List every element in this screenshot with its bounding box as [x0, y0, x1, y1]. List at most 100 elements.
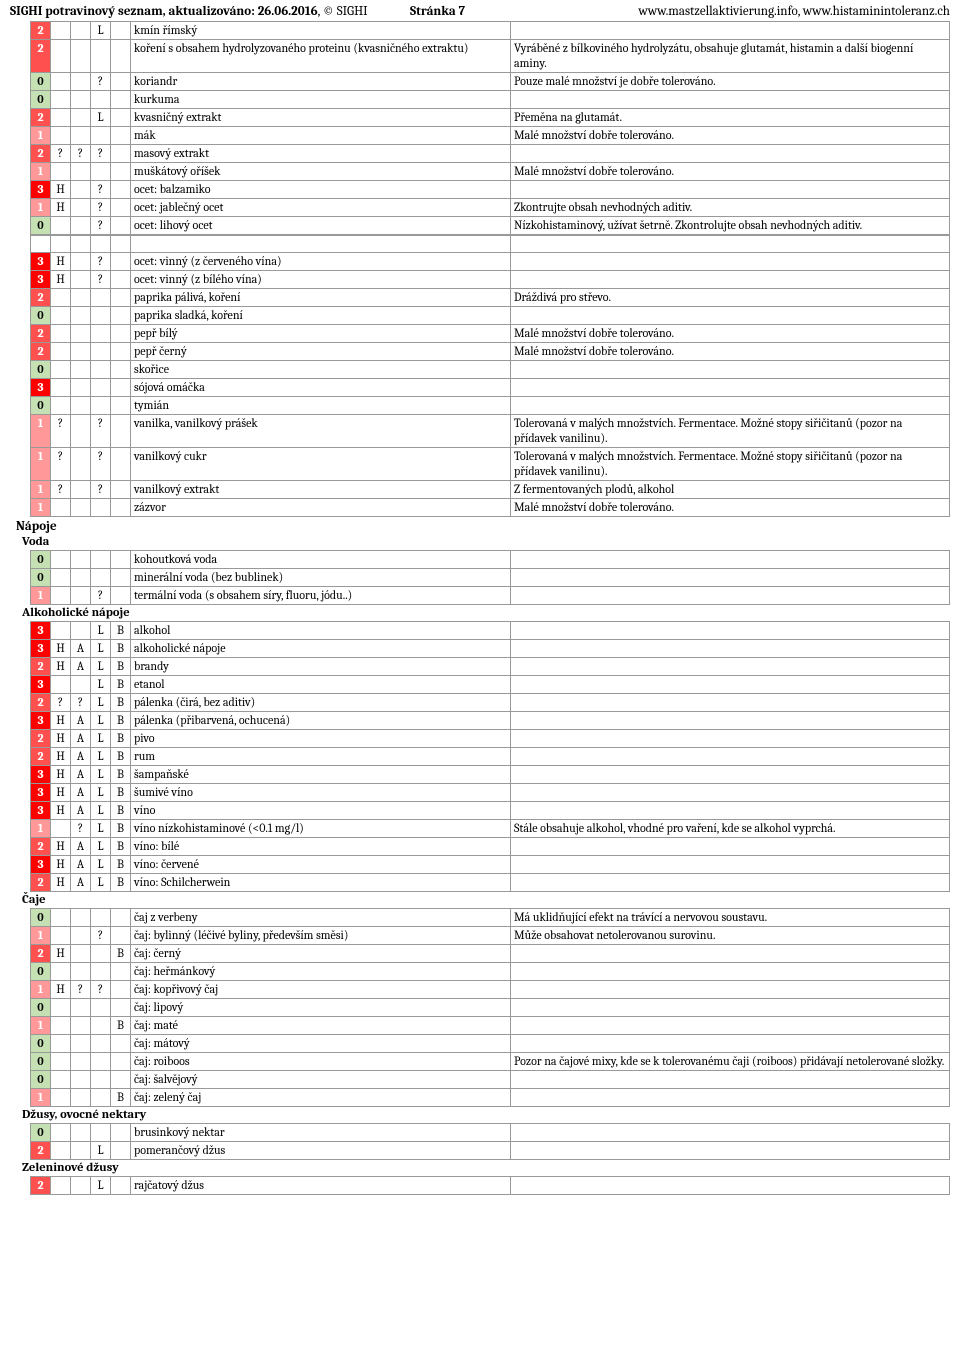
flag-cell	[51, 325, 71, 343]
flag-cell: B	[111, 640, 131, 658]
food-name: víno nízkohistaminové (<0.1 mg/l)	[131, 820, 511, 838]
flag-cell	[51, 1071, 71, 1089]
flag-cell	[71, 1071, 91, 1089]
food-name: čaj: zelený čaj	[131, 1089, 511, 1107]
table-row: 1Bčaj: maté	[31, 1017, 950, 1035]
rating-cell: 0	[31, 999, 51, 1017]
food-name: mák	[131, 127, 511, 145]
flag-cell	[71, 199, 91, 217]
table-row: 0?ocet: lihový ocetNízkohistaminový, uží…	[31, 217, 950, 235]
rating-cell: 0	[31, 1071, 51, 1089]
food-name: rajčatový džus	[131, 1177, 511, 1195]
food-note	[511, 361, 950, 379]
food-note: Dráždivá pro střevo.	[511, 289, 950, 307]
rating-cell: 2	[31, 694, 51, 712]
food-note	[511, 802, 950, 820]
table-row: 2paprika pálivá, kořeníDráždivá pro stře…	[31, 289, 950, 307]
flag-cell	[51, 676, 71, 694]
food-note	[511, 253, 950, 271]
food-note	[511, 587, 950, 605]
rating-cell: 1	[31, 587, 51, 605]
food-name: tymián	[131, 397, 511, 415]
table-row: 1zázvorMalé množství dobře tolerováno.	[31, 499, 950, 517]
food-note	[511, 676, 950, 694]
rating-cell: 0	[31, 909, 51, 927]
flag-cell	[71, 271, 91, 289]
table-row: 1??vanilkový extraktZ fermentovaných plo…	[31, 481, 950, 499]
food-name: termální voda (s obsahem síry, fluoru, j…	[131, 587, 511, 605]
rating-cell: 2	[31, 945, 51, 963]
food-name: minerální voda (bez bublinek)	[131, 569, 511, 587]
food-note: Z fermentovaných plodů, alkohol	[511, 481, 950, 499]
rating-cell: 2	[31, 325, 51, 343]
food-note: Vyráběné z bílkoviného hydrolyzátu, obsa…	[511, 40, 950, 73]
food-note	[511, 694, 950, 712]
rating-cell: 3	[31, 379, 51, 397]
food-note	[511, 981, 950, 999]
table-row: 3H?ocet: vinný (z bílého vína)	[31, 271, 950, 289]
flag-cell	[51, 999, 71, 1017]
rating-cell: 1	[31, 1089, 51, 1107]
table-row: 0brusinkový nektar	[31, 1124, 950, 1142]
rating-cell: 3	[31, 181, 51, 199]
flag-cell	[51, 1142, 71, 1160]
flag-cell: B	[111, 1017, 131, 1035]
flag-cell: ?	[91, 481, 111, 499]
flag-cell	[111, 22, 131, 40]
food-note: Tolerovaná v malých množstvích. Fermenta…	[511, 448, 950, 481]
flag-cell	[71, 73, 91, 91]
food-note	[511, 838, 950, 856]
food-note	[511, 307, 950, 325]
flag-cell	[111, 448, 131, 481]
rating-cell: 2	[31, 1177, 51, 1195]
food-table: 2Lkmín římský2koření s obsahem hydrolyzo…	[30, 21, 950, 235]
flag-cell	[71, 1089, 91, 1107]
food-name: čaj: mátový	[131, 1035, 511, 1053]
flag-cell: B	[111, 1089, 131, 1107]
flag-cell: A	[71, 856, 91, 874]
table-row: 1H?ocet: jablečný ocetZkontrujte obsah n…	[31, 199, 950, 217]
flag-cell: H	[51, 784, 71, 802]
table-row: 0?koriandrPouze malé množství je dobře t…	[31, 73, 950, 91]
flag-cell	[71, 343, 91, 361]
flag-cell	[111, 551, 131, 569]
rating-cell: 3	[31, 640, 51, 658]
header-title-prefix: SIGHI potravinový seznam, aktualizováno:	[10, 4, 258, 19]
food-note	[511, 1124, 950, 1142]
flag-cell: H	[51, 658, 71, 676]
flag-cell	[91, 307, 111, 325]
food-note	[511, 379, 950, 397]
flag-cell	[51, 1035, 71, 1053]
flag-cell	[51, 622, 71, 640]
food-name: zázvor	[131, 499, 511, 517]
food-note: Malé množství dobře tolerováno.	[511, 499, 950, 517]
rating-cell: 1	[31, 163, 51, 181]
food-note: Pozor na čajové mixy, kde se k tolerovan…	[511, 1053, 950, 1071]
food-name: pomerančový džus	[131, 1142, 511, 1160]
food-note: Má uklidňující efekt na trávící a nervov…	[511, 909, 950, 927]
table-row: 0čaj: lipový	[31, 999, 950, 1017]
flag-cell: B	[111, 712, 131, 730]
flag-cell	[111, 163, 131, 181]
rating-cell: 1	[31, 127, 51, 145]
flag-cell: B	[111, 802, 131, 820]
table-row: 2??LBpálenka (čirá, bez aditiv)	[31, 694, 950, 712]
table-row: 2HALBvíno: Schilcherwein	[31, 874, 950, 892]
flag-cell	[111, 569, 131, 587]
food-name: vanilka, vanilkový prášek	[131, 415, 511, 448]
table-row: 3sójová omáčka	[31, 379, 950, 397]
table-row: 0čaj: mátový	[31, 1035, 950, 1053]
flag-cell: L	[91, 1177, 111, 1195]
food-name: čaj: heřmánkový	[131, 963, 511, 981]
flag-cell	[91, 945, 111, 963]
flag-cell: B	[111, 820, 131, 838]
flag-cell	[71, 1035, 91, 1053]
flag-cell	[91, 343, 111, 361]
flag-cell	[71, 22, 91, 40]
table-row: 0minerální voda (bez bublinek)	[31, 569, 950, 587]
flag-cell	[71, 181, 91, 199]
rating-cell: 2	[31, 748, 51, 766]
flag-cell: A	[71, 874, 91, 892]
flag-cell: L	[91, 694, 111, 712]
food-name: paprika sladká, koření	[131, 307, 511, 325]
